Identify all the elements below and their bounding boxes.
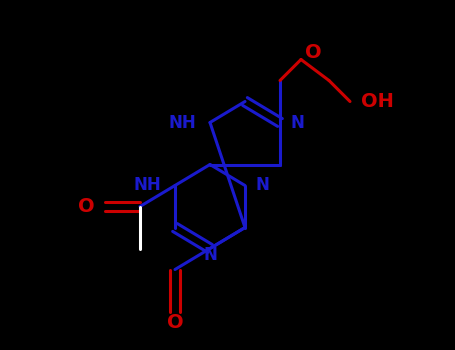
Text: N: N [256,176,269,195]
Text: OH: OH [360,92,394,111]
Text: O: O [78,197,95,216]
Text: N: N [203,246,217,265]
Text: N: N [290,113,304,132]
Text: NH: NH [133,176,161,195]
Text: O: O [304,43,321,62]
Text: O: O [167,313,183,331]
Text: NH: NH [168,113,196,132]
